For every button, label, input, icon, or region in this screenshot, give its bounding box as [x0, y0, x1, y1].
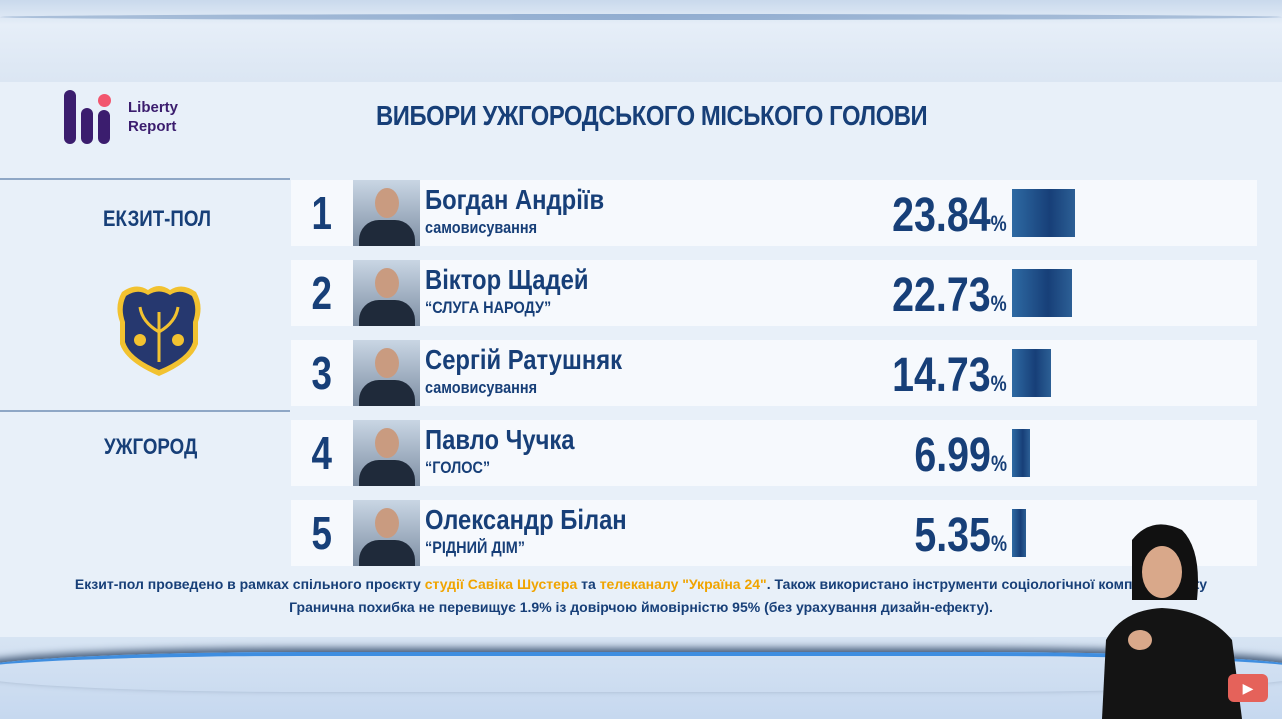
candidate-party: самовисування — [425, 378, 538, 397]
candidate-party: самовисування — [425, 218, 538, 237]
candidate-party: “СЛУГА НАРОДУ” — [425, 298, 552, 317]
candidate-photo — [353, 340, 420, 406]
result-bar — [1012, 509, 1027, 557]
percent-label: 22.73% — [892, 268, 1007, 323]
logo-mark-icon — [64, 90, 118, 144]
percent-value: 22.73 — [892, 269, 991, 322]
result-bar — [1012, 269, 1072, 317]
uzhhorod-coat-of-arms-icon — [117, 286, 201, 376]
percent-label: 14.73% — [892, 348, 1007, 403]
percent-value: 23.84 — [892, 189, 991, 242]
footnote-highlight: телеканалу "Україна 24" — [599, 576, 767, 592]
candidate-row: 1 Богдан Андріїв самовисування 23.84% — [291, 180, 1257, 246]
candidate-row: 3 Сергій Ратушняк самовисування 14.73% — [291, 340, 1257, 406]
candidate-party: “РІДНИЙ ДІМ” — [425, 538, 525, 557]
candidate-photo — [353, 420, 420, 486]
top-line — [0, 14, 1282, 20]
logo-text-1: Liberty — [128, 99, 179, 116]
candidate-photo — [353, 260, 420, 326]
divider — [0, 178, 290, 180]
result-bar — [1012, 189, 1075, 237]
footnote-text: та — [577, 576, 600, 592]
candidate-party: “ГОЛОС” — [425, 458, 491, 477]
candidate-name: Богдан Андріїв — [425, 184, 605, 215]
rank-number: 2 — [311, 267, 333, 319]
candidate-photo — [353, 180, 420, 246]
exit-poll-label: ЕКЗИТ-ПОЛ — [103, 206, 212, 231]
top-band — [0, 0, 1282, 82]
percent-value: 6.99 — [914, 429, 991, 482]
percent-value: 5.35 — [914, 509, 991, 562]
percent-unit: % — [990, 291, 1007, 316]
logo-text-2: Report — [128, 118, 177, 135]
footnote-text: Екзит-пол проведено в рамках спільного п… — [74, 576, 425, 592]
candidate-name: Віктор Щадей — [425, 264, 589, 295]
result-bar — [1012, 349, 1051, 397]
city-label: УЖГОРОД — [104, 434, 198, 459]
percent-unit: % — [990, 531, 1007, 556]
rank-number: 5 — [311, 507, 333, 559]
candidate-photo — [353, 500, 420, 566]
percent-label: 23.84% — [892, 188, 1007, 243]
rank-number: 4 — [311, 427, 333, 479]
sign-language-interpreter — [1102, 524, 1242, 719]
percent-value: 14.73 — [892, 349, 991, 402]
page-title: ВИБОРИ УЖГОРОДСЬКОГО МІСЬКОГО ГОЛОВИ — [376, 100, 928, 131]
decorative-arc — [0, 652, 1282, 692]
candidate-row: 5 Олександр Білан “РІДНИЙ ДІМ” 5.35% — [291, 500, 1257, 566]
percent-unit: % — [990, 371, 1007, 396]
candidate-name: Павло Чучка — [425, 424, 575, 455]
liberty-report-logo: Liberty Report — [64, 90, 178, 144]
candidate-name: Сергій Ратушняк — [425, 344, 623, 375]
candidate-row: 4 Павло Чучка “ГОЛОС” 6.99% — [291, 420, 1257, 486]
subscribe-button[interactable]: ▶ — [1228, 674, 1268, 702]
candidate-name: Олександр Білан — [425, 504, 627, 535]
percent-unit: % — [990, 451, 1007, 476]
candidate-row: 2 Віктор Щадей “СЛУГА НАРОДУ” 22.73% — [291, 260, 1257, 326]
percent-unit: % — [990, 211, 1007, 236]
footnote-line-1: Екзит-пол проведено в рамках спільного п… — [0, 576, 1282, 592]
footnote-text: . Також використано інструменти соціолог… — [766, 576, 1208, 592]
footnote-highlight: студії Савіка Шустера — [424, 576, 578, 592]
percent-label: 5.35% — [914, 508, 1007, 563]
footnote-line-2: Гранична похибка не перевищує 1.9% із до… — [289, 599, 993, 615]
rank-number: 1 — [311, 187, 333, 239]
result-bar — [1012, 429, 1031, 477]
percent-label: 6.99% — [914, 428, 1007, 483]
divider — [0, 410, 290, 412]
rank-number: 3 — [311, 347, 333, 399]
